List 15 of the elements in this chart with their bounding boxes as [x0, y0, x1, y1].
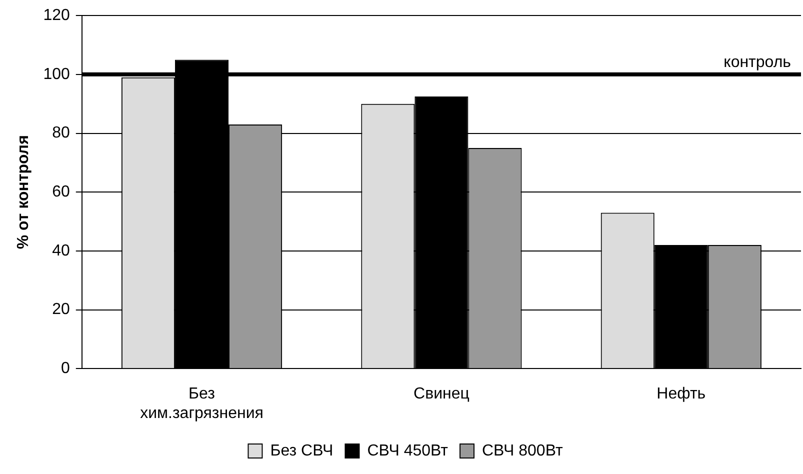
y-axis-title: % от контроля: [15, 135, 32, 250]
y-tick-label: 80: [52, 124, 70, 142]
y-tick-label: 120: [43, 7, 70, 24]
x-tick-label: Без хим.загрязнения: [140, 386, 264, 422]
legend-label: Без СВЧ: [270, 442, 334, 460]
legend-label: СВЧ 800Вт: [482, 442, 564, 460]
x-tick-label: Нефть: [656, 386, 706, 403]
legend-label: СВЧ 450Вт: [367, 442, 449, 460]
y-tick-label: 40: [52, 242, 70, 260]
x-tick-label: Свинец: [414, 386, 470, 403]
y-tick-label: 100: [43, 66, 70, 83]
y-tick-label: 20: [52, 301, 70, 318]
y-tick-label: 0: [60, 360, 70, 378]
ref-line-label: контроль: [724, 54, 791, 71]
y-tick-label: 60: [52, 184, 70, 201]
